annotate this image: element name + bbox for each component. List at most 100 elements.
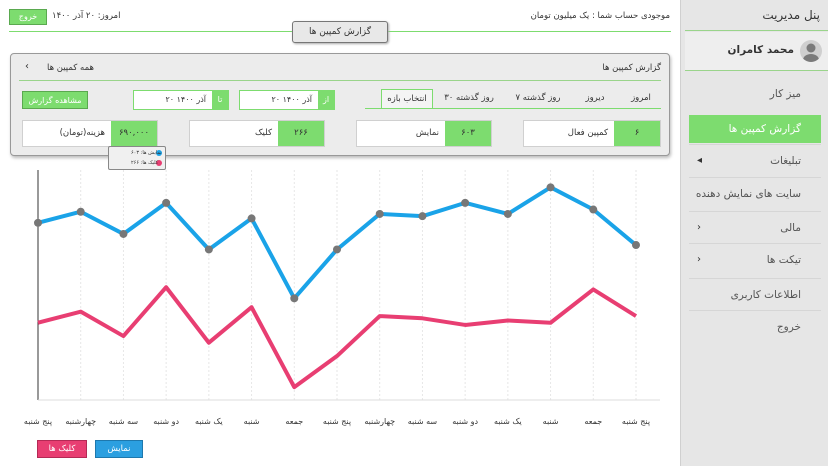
sidebar-item-label: مالی (780, 222, 801, 234)
sidebar-divider (685, 30, 828, 31)
x-tick-label: چهارشنبه (364, 417, 395, 426)
data-point (546, 183, 555, 192)
from-date-field[interactable]: از ۲۰ آذر ۱۴۰۰ (239, 90, 335, 110)
from-date-value: ۲۰ آذر ۱۴۰۰ (271, 95, 312, 104)
sidebar-item-profile[interactable]: اطلاعات کاربری (689, 281, 821, 309)
chevron-left-icon[interactable]: ‹ (25, 61, 29, 72)
range-yesterday[interactable]: دیروز (585, 93, 605, 103)
stat-clicks: ۲۶۶ کلیک (189, 120, 325, 147)
avatar-icon (800, 40, 822, 62)
sidebar-item-label: گزارش کمپین ها (728, 123, 801, 135)
data-point (418, 212, 427, 221)
stat-value: ۶ (614, 121, 660, 146)
campaign-select[interactable]: همه کمپین ها (47, 63, 94, 73)
stat-impressions: ۶۰۳ نمایش (356, 120, 492, 147)
sidebar-item-label: سایت های نمایش دهنده (695, 188, 801, 200)
series-line-1 (37, 285, 638, 390)
x-tick-label: چهارشنبه (65, 417, 96, 426)
sidebar-item-ads[interactable]: تبلیغات ◂ (689, 147, 821, 175)
view-report-button[interactable]: مشاهده گزارش (22, 91, 88, 109)
impressions-dot-icon (156, 150, 162, 156)
x-tick-label: جمعه (584, 417, 602, 426)
x-tick-label: یک شنبه (494, 417, 522, 426)
data-point (290, 294, 299, 303)
sidebar-item-campaign-report[interactable]: گزارش کمپین ها (689, 115, 821, 143)
sidebar-item-tickets[interactable]: تیکت ها › (689, 246, 821, 274)
sidebar-item-label: اطلاعات کاربری (730, 289, 801, 301)
sidebar-item-logout[interactable]: خروج (689, 313, 821, 341)
legend-impressions-button[interactable]: نمایش (95, 440, 143, 458)
panel-divider (19, 80, 661, 81)
data-point (375, 209, 384, 218)
sidebar: پنل مدیریت محمد کامران میز کار گزارش کمپی… (680, 0, 828, 466)
data-point (162, 198, 171, 207)
today-date: امروز: ۲۰ آذر ۱۴۰۰ (52, 11, 121, 21)
stat-label: نمایش (415, 128, 439, 138)
account-balance: موجودی حساب شما : یک میلیون تومان (530, 11, 670, 21)
stat-label: هزینه(تومان) (59, 128, 105, 138)
x-tick-label: پنج شنبه (24, 417, 52, 426)
x-tick-label: شنبه (543, 417, 559, 426)
clicks-dot-icon (156, 160, 162, 166)
tooltip-clicks: کلیک ها: ۲۶۶ (131, 160, 159, 166)
sidebar-separator (689, 177, 821, 178)
data-point (333, 245, 341, 254)
x-tick-label: شنبه (244, 417, 260, 426)
sidebar-separator (689, 310, 821, 311)
tab-campaign-report[interactable]: گزارش کمپین ها (292, 21, 388, 43)
stat-value: ۶۹۰,۰۰۰ (111, 121, 157, 146)
sidebar-separator (689, 278, 821, 279)
sidebar-item-label: تبلیغات (770, 155, 801, 167)
user-name: محمد کامران (727, 44, 794, 56)
data-point (632, 241, 640, 250)
to-label: تا (212, 91, 228, 109)
to-date-field[interactable]: تا ۲۰ آذر ۱۴۰۰ (133, 90, 229, 110)
chevron-icon: › (697, 222, 701, 233)
x-tick-label: پنج شنبه (622, 417, 650, 426)
x-tick-label: دو شنبه (153, 417, 179, 426)
data-point (247, 214, 256, 223)
from-label: از (318, 91, 334, 109)
range-7-days[interactable]: ۷ روز گذشته (515, 93, 561, 103)
stat-cost: ۶۹۰,۰۰۰ هزینه(تومان) (22, 120, 158, 147)
sidebar-item-finance[interactable]: مالی › (689, 214, 821, 242)
sidebar-item-label: میز کار (769, 88, 801, 100)
data-point (461, 198, 470, 207)
data-point (204, 245, 213, 254)
stat-label: کمپین فعال (567, 128, 608, 138)
legend-clicks-button[interactable]: کلیک ها (37, 440, 87, 458)
sidebar-divider (685, 70, 828, 71)
tooltip-impressions: نمایش ها: ۶۰۳ (131, 150, 162, 156)
sidebar-item-label: تیکت ها (766, 254, 801, 266)
range-today[interactable]: امروز (631, 93, 651, 103)
logout-button[interactable]: خروج (9, 9, 47, 25)
sidebar-separator (689, 211, 821, 212)
stat-value: ۲۶۶ (278, 121, 324, 146)
sidebar-item-label: خروج (776, 321, 801, 333)
data-point (34, 218, 42, 227)
sidebar-separator (689, 243, 821, 244)
sidebar-title: پنل مدیریت (762, 8, 820, 22)
range-30-days[interactable]: ۳۰ روز گذشته (444, 93, 494, 103)
data-point (76, 207, 85, 216)
user-profile: محمد کامران (685, 32, 828, 70)
x-tick-label: دو شنبه (452, 417, 478, 426)
chevron-icon: ◂ (697, 155, 703, 166)
x-tick-label: جمعه (285, 417, 303, 426)
report-filter-panel: گزارش کمپین ها ‹ همه کمپین ها امروز دیرو… (10, 53, 670, 156)
range-custom[interactable]: انتخاب بازه (381, 89, 433, 108)
sidebar-item-publishers[interactable]: سایت های نمایش دهنده (689, 180, 821, 208)
x-tick-label: یک شنبه (195, 417, 223, 426)
stat-active-campaigns: ۶ کمپین فعال (523, 120, 661, 147)
range-tabs: امروز دیروز ۷ روز گذشته ۳۰ روز گذشته انت… (365, 89, 661, 109)
sidebar-separator (689, 144, 821, 145)
data-point (589, 205, 598, 214)
panel-title: گزارش کمپین ها (602, 63, 661, 73)
stat-value: ۶۰۳ (445, 121, 491, 146)
chevron-icon: › (697, 254, 701, 265)
x-tick-label: سه شنبه (408, 417, 438, 426)
data-point (503, 209, 512, 218)
to-date-value: ۲۰ آذر ۱۴۰۰ (165, 95, 206, 104)
report-line-chart: پنج شنبه جمعه شنبه یک شنبه دو شنبه سه شنبه چها… (24, 170, 660, 426)
sidebar-item-dashboard[interactable]: میز کار (689, 80, 821, 108)
